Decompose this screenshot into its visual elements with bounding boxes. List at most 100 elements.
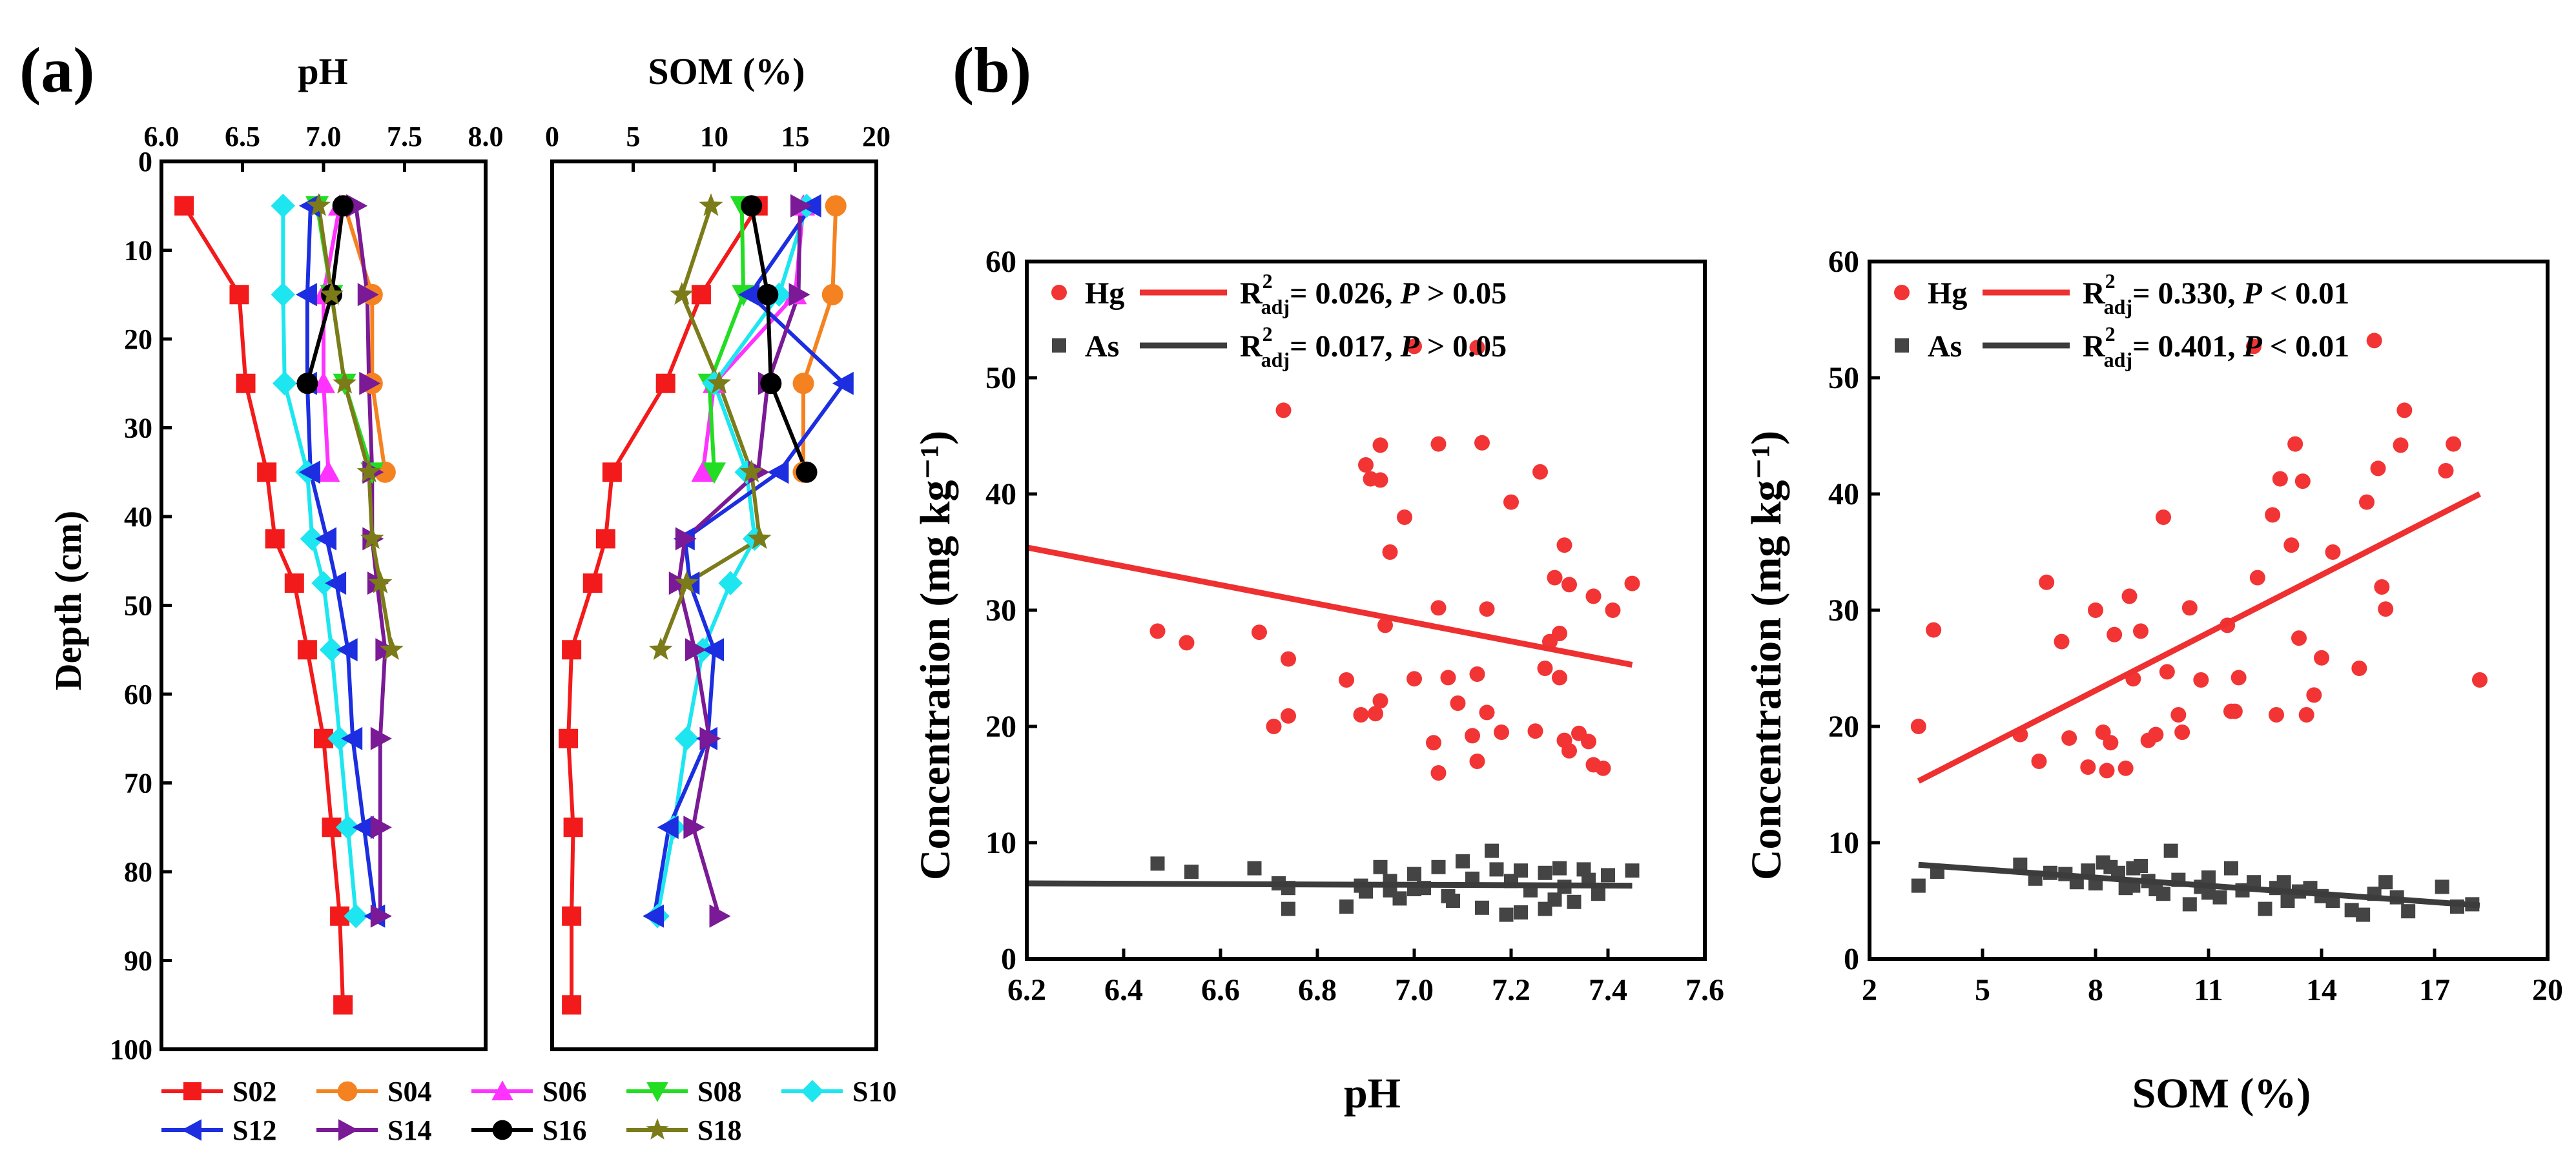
point-hg	[1430, 436, 1447, 452]
ph-profile-chart: pH Depth (cm) 6.0 6.5 7.0 7.5 8.0 0 10 20 30 40 5…	[47, 50, 504, 1065]
point-hg	[2156, 509, 2171, 525]
point-as	[2182, 897, 2197, 912]
series-line-s02	[182, 205, 345, 1005]
point-s10	[311, 571, 336, 595]
legend-marker	[1894, 285, 1910, 300]
point-s02	[562, 906, 582, 926]
point-as	[1373, 859, 1388, 874]
point-s14	[683, 816, 705, 839]
som-scatter-legend: Hg R2 adj= 0.330, P < 0.01 As R2 adj= 0.401, …	[1894, 269, 2349, 371]
point-hg	[2446, 436, 2462, 452]
x-tick-label: 7.0	[306, 121, 342, 152]
point-s06	[316, 460, 340, 482]
point-as	[2163, 843, 2178, 858]
point-s14	[790, 194, 812, 218]
ph-scatter-ylabel: Concentration (mg kg⁻¹)	[912, 431, 959, 880]
point-s10	[271, 194, 295, 218]
point-hg	[1440, 670, 1456, 686]
point-s14	[668, 571, 690, 595]
point-s14	[788, 283, 810, 307]
point-s12	[341, 726, 363, 750]
point-s02	[333, 995, 353, 1015]
point-as	[2134, 859, 2148, 873]
panel-label-b: (b)	[953, 34, 1031, 106]
point-hg	[2325, 544, 2341, 560]
som-scatter-xlabel: SOM (%)	[2132, 1070, 2311, 1117]
y-tick-label: 0	[138, 146, 152, 178]
point-s12	[657, 816, 679, 839]
point-hg	[1469, 340, 1485, 356]
point-as	[2435, 879, 2449, 894]
point-hg	[1266, 719, 1282, 734]
point-as	[1601, 868, 1615, 883]
x-tick-label: 17	[2419, 973, 2450, 1007]
point-s12	[325, 571, 347, 595]
x-tick-label: 0	[545, 121, 559, 152]
series-line-s16	[749, 205, 809, 473]
y-tick-label: 50	[1828, 361, 1859, 395]
series-line-s08	[707, 205, 746, 473]
legend-marker	[646, 1082, 668, 1102]
point-hg	[2174, 724, 2190, 740]
point-as	[2013, 858, 2028, 872]
point-as	[1514, 905, 1528, 920]
point-hg	[1624, 575, 1640, 591]
point-hg	[2298, 707, 2314, 723]
ph-profile-title: pH	[298, 50, 347, 92]
y-tick-label: 10	[985, 826, 1016, 860]
som-scatter-chart: Concentration (mg kg⁻¹) SOM (%) 2 5 8 11 14 1…	[1743, 245, 2563, 1117]
legend-marker	[337, 1081, 358, 1102]
legend-label: S14	[387, 1115, 431, 1146]
point-s12	[643, 904, 665, 928]
point-s16	[760, 373, 782, 395]
y-tick-label: 50	[124, 590, 152, 622]
point-as	[2258, 901, 2272, 916]
x-tick-label: 7.5	[387, 121, 422, 152]
y-tick-label: 40	[1828, 477, 1859, 511]
point-s04	[825, 195, 847, 217]
point-s02	[257, 462, 277, 482]
som-profile-x-ticks: 0 5 10 15 20	[545, 121, 891, 172]
point-as	[1538, 865, 1552, 880]
point-s12	[352, 816, 374, 839]
x-tick-label: 8.0	[468, 121, 504, 152]
point-hg	[1372, 693, 1388, 709]
point-s12	[738, 283, 760, 307]
point-as	[1547, 892, 1562, 907]
point-hg	[2231, 670, 2247, 686]
point-hg	[2438, 463, 2454, 478]
point-s10	[674, 726, 699, 751]
point-s18	[699, 193, 723, 216]
point-s04	[821, 283, 843, 305]
y-tick-label: 60	[1828, 245, 1859, 279]
fit-line-as	[1026, 880, 1633, 889]
point-hg	[2314, 650, 2329, 666]
point-s02	[236, 373, 256, 393]
series-line-s04	[801, 205, 838, 473]
y-tick-label: 20	[1828, 710, 1859, 744]
y-tick-label: 30	[1828, 593, 1859, 628]
point-s18	[333, 371, 357, 394]
point-as	[1552, 861, 1567, 876]
legend-stat: R2 adj= 0.330, P < 0.01	[2083, 269, 2349, 318]
point-s18	[674, 570, 699, 593]
x-tick-label: 7.6	[1685, 973, 1724, 1007]
legend-label: S12	[232, 1115, 276, 1146]
legend-marker	[183, 1082, 201, 1100]
som-profile-frame	[550, 159, 878, 1051]
point-hg	[2148, 726, 2164, 743]
point-as	[1184, 865, 1199, 879]
y-tick-label: 10	[124, 235, 152, 267]
point-as	[2356, 907, 2371, 922]
point-s14	[357, 283, 379, 307]
som-scatter-frame	[1868, 260, 2550, 961]
point-s16	[296, 373, 318, 395]
point-as	[2156, 887, 2170, 901]
y-tick-label: 80	[124, 856, 152, 888]
point-as	[2247, 875, 2261, 890]
point-hg	[2181, 600, 2198, 616]
point-s02	[562, 640, 582, 660]
point-hg	[1494, 724, 1509, 740]
legend-marker	[1052, 338, 1066, 353]
ph-scatter-frame	[1025, 260, 1707, 961]
